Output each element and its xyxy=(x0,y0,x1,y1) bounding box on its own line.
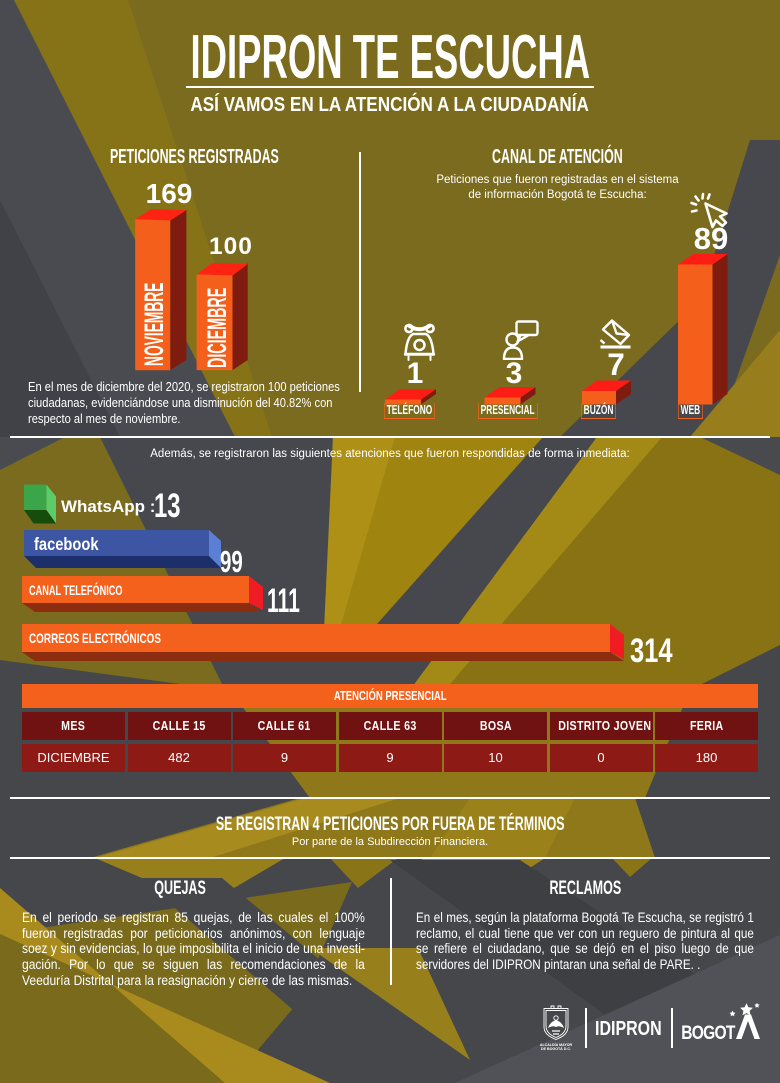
svg-text:DE BOGOTÁ D.C.: DE BOGOTÁ D.C. xyxy=(541,1046,571,1051)
svg-text:ALCALDÍA MAYOR: ALCALDÍA MAYOR xyxy=(540,1042,573,1047)
svg-text:BOGOT: BOGOT xyxy=(681,1022,735,1043)
